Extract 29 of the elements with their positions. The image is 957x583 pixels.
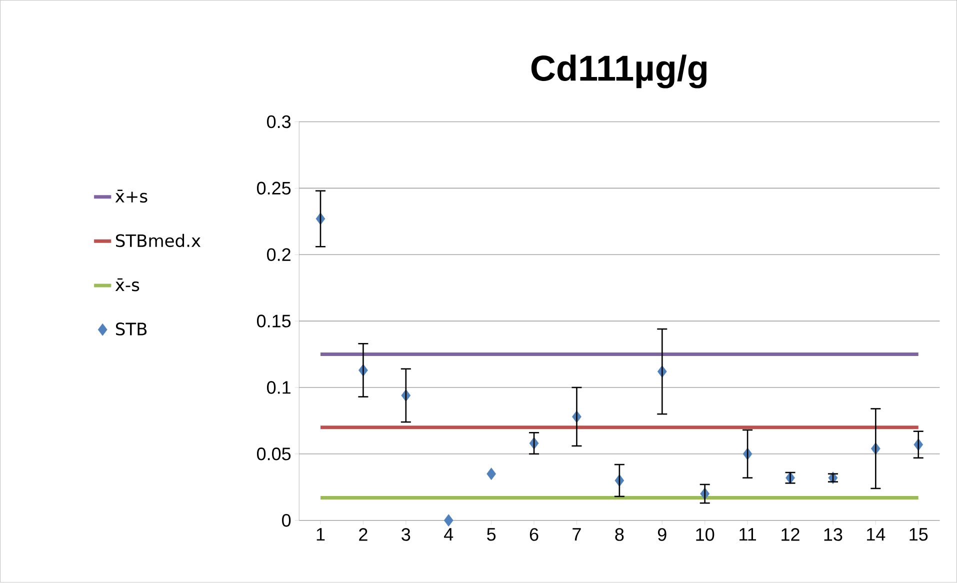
legend-label: STBmed.x bbox=[116, 234, 200, 248]
x-tick-label: 13 bbox=[824, 528, 842, 542]
x-tick-label: 3 bbox=[402, 528, 410, 542]
x-tick-label: 8 bbox=[615, 528, 624, 542]
x-tick-label: 11 bbox=[740, 528, 756, 541]
y-tick-label: 0.05 bbox=[256, 448, 291, 460]
x-tick-label: 6 bbox=[530, 528, 538, 542]
x-tick-label: 10 bbox=[696, 528, 714, 542]
legend-label: STB bbox=[116, 322, 147, 336]
point bbox=[486, 468, 496, 480]
x-tick-label: 7 bbox=[572, 528, 581, 541]
y-tick-label: 0.3 bbox=[267, 116, 291, 128]
x-tick-label: 12 bbox=[782, 528, 800, 541]
x-tick-label: 9 bbox=[658, 528, 666, 542]
chart-title: Cd111µg/g bbox=[531, 54, 706, 88]
legend-label: x̄-s bbox=[115, 278, 140, 292]
y-tick-label: 0.15 bbox=[256, 314, 291, 328]
y-tick-label: 0.25 bbox=[256, 182, 291, 195]
x-tick-label: 5 bbox=[487, 528, 496, 541]
x-tick-label: 2 bbox=[359, 528, 368, 541]
x-tick-label: 15 bbox=[910, 528, 928, 541]
x-tick-label: 4 bbox=[444, 528, 454, 541]
y-tick-label: 0.2 bbox=[267, 248, 290, 262]
x-tick-label: 1 bbox=[316, 528, 325, 541]
x-tick-label: 14 bbox=[867, 528, 886, 541]
y-tick-label: 0 bbox=[282, 514, 291, 527]
y-tick-label: 0.1 bbox=[267, 381, 290, 394]
point bbox=[444, 514, 454, 527]
legend-label: x̄+s bbox=[115, 190, 148, 203]
